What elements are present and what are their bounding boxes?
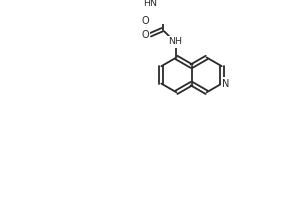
Text: O: O bbox=[141, 16, 149, 26]
Text: O: O bbox=[141, 30, 149, 40]
Text: NH: NH bbox=[168, 37, 182, 46]
Text: HN: HN bbox=[143, 0, 157, 8]
Text: N: N bbox=[222, 79, 230, 89]
